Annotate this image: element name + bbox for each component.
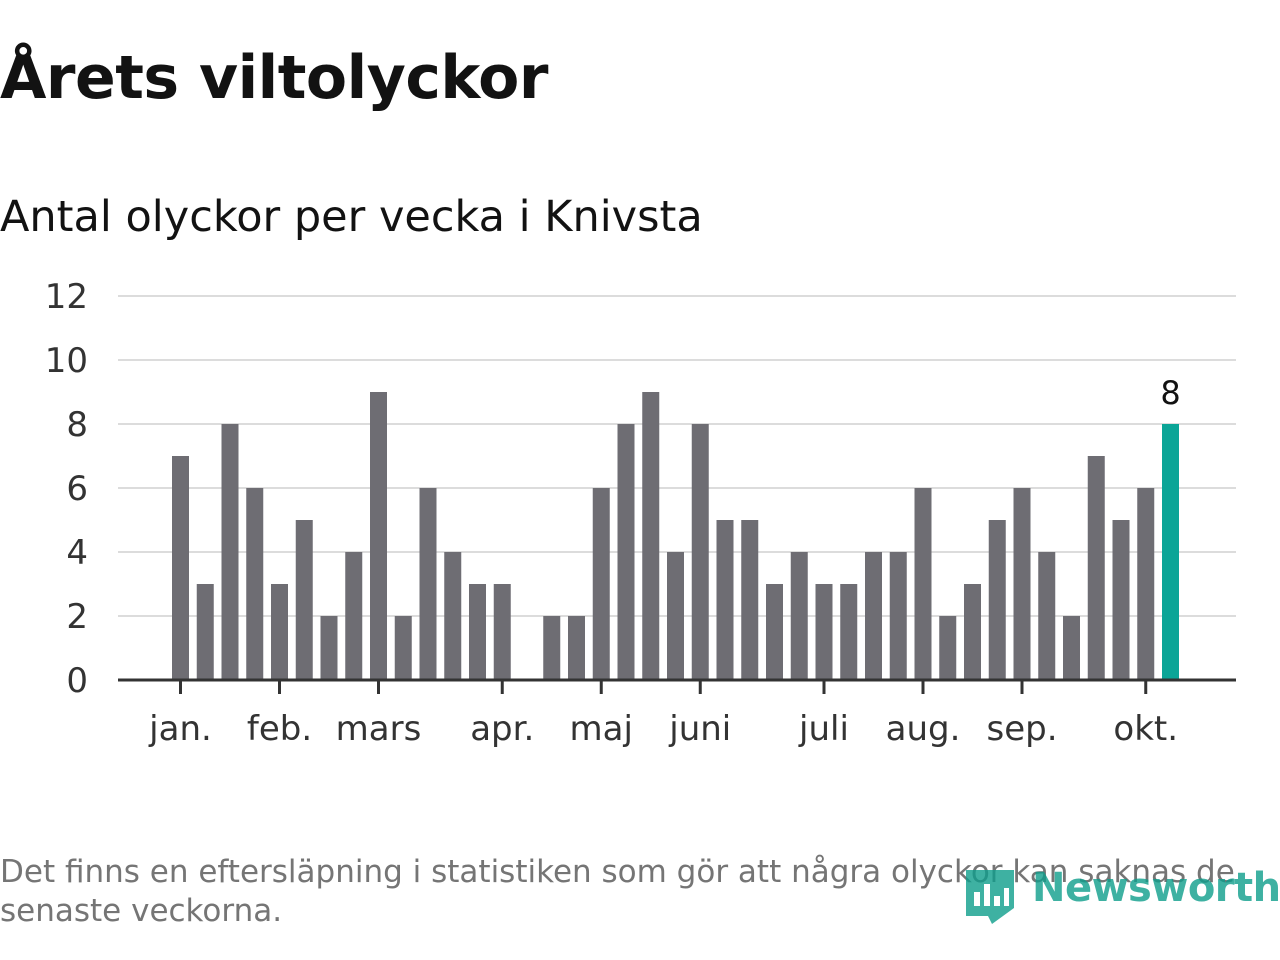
x-tick-label: aug. [886,709,961,749]
bar [469,584,486,680]
x-tick-label: juli [798,709,849,749]
bar [271,584,288,680]
bar-highlight [1162,424,1179,680]
bar [370,392,387,680]
chart-title: Årets viltolyckor [0,43,549,113]
x-tick-label: apr. [470,709,534,749]
newsworthy-logo-text: Newsworthy [1032,865,1280,911]
bar [221,424,239,680]
bar [320,616,338,680]
bar [766,584,783,680]
x-tick-label: feb. [247,709,312,749]
x-tick-label: okt. [1113,709,1178,749]
bar [1063,616,1080,680]
bar [246,488,264,680]
bar [1038,552,1056,680]
x-tick-label: juni [668,709,731,749]
x-tick-label: mars [336,709,422,749]
bar [568,616,585,680]
x-axis-ticks: jan. feb. mars apr. maj juni juli aug. sep. okt. [148,680,1178,749]
newsworthy-logo: Newsworthy [962,852,1280,932]
bar [790,552,808,680]
data-label-highlight: 8 [1160,374,1180,412]
bar [543,616,561,680]
y-tick-label: 6 [66,469,88,509]
bar [196,584,214,680]
bar [889,552,907,680]
newsworthy-logo-icon [966,870,1014,924]
y-tick-label: 0 [66,661,88,701]
bar [617,424,635,680]
bar [964,584,981,680]
y-tick-label: 4 [66,533,88,573]
bar [1013,488,1031,680]
bar-chart: 0 2 4 6 8 10 12 jan. feb. mars apr. maj juni juli aug… [45,277,1236,749]
bar [741,520,759,680]
bar [988,520,1006,680]
bar [716,520,734,680]
bar [1087,456,1105,680]
bar [939,616,957,680]
x-tick-label: jan. [148,709,212,749]
x-tick-label: sep. [986,709,1057,749]
y-tick-label: 12 [45,277,88,317]
bar [691,424,709,680]
data-labels: 8 [1160,374,1180,412]
bar [419,488,437,680]
footnote: Det finns en eftersläpning i statistiken… [0,854,1235,929]
bar [172,456,189,680]
y-tick-label: 2 [66,597,88,637]
y-tick-label: 8 [66,405,88,445]
x-tick-label: maj [570,709,633,749]
bars [172,392,1179,680]
y-axis-ticks: 0 2 4 6 8 10 12 [45,277,88,701]
bar [444,552,462,680]
bar [394,616,412,680]
bar [1112,520,1130,680]
bar [815,584,833,680]
bar [914,488,932,680]
bar [1137,488,1155,680]
bar [493,584,511,680]
bar [840,584,858,680]
bar [865,552,882,680]
bar [642,392,660,680]
bar [345,552,363,680]
y-tick-label: 10 [45,341,88,381]
bar [667,552,684,680]
bar [295,520,313,680]
chart-subtitle: Antal olyckor per vecka i Knivsta [0,192,703,242]
bar [592,488,610,680]
